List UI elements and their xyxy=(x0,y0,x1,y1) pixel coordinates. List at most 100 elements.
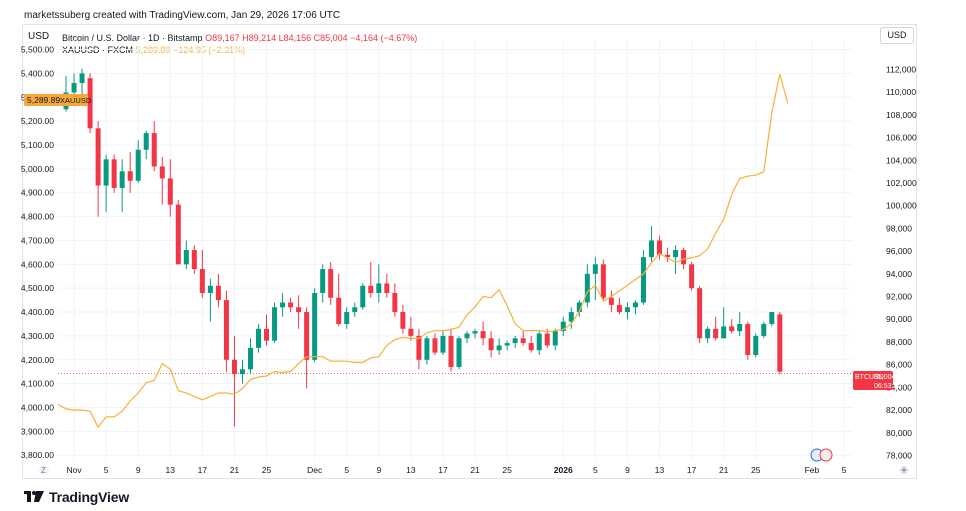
right-axis-tick-label: 90,000 xyxy=(886,314,912,324)
candle xyxy=(496,338,502,355)
tradingview-logo: TradingView xyxy=(24,489,129,505)
candle xyxy=(456,335,462,370)
x-axis-tick-label: Feb xyxy=(805,465,820,475)
candle-body xyxy=(376,283,382,293)
candle xyxy=(408,316,414,341)
right-axis-tick-label: 82,000 xyxy=(886,405,912,415)
x-axis-tick-label: 5 xyxy=(344,465,349,475)
candle-body xyxy=(632,302,638,308)
candle-body xyxy=(296,307,302,313)
candle xyxy=(608,290,614,313)
x-axis-tick-label: 17 xyxy=(438,465,448,475)
right-axis-tick-label: 78,000 xyxy=(886,450,912,460)
tradingview-logo-icon xyxy=(24,491,44,502)
x-axis-tick-label: Dec xyxy=(307,465,323,475)
candle xyxy=(729,319,735,334)
candle xyxy=(143,130,149,160)
candle-body xyxy=(512,338,518,344)
candle-body xyxy=(408,328,414,336)
x-axis-tick-label: 17 xyxy=(687,465,697,475)
candle xyxy=(616,297,622,315)
candle xyxy=(328,261,334,305)
right-axis: 78,000 80,000 82,000 84,000 86,000 88,000 90,0… xyxy=(886,65,917,461)
candle-body xyxy=(223,300,229,360)
legend-btc-ohlc: O89,167 H89,214 L84,156 C85,004 −4,164 (… xyxy=(205,33,418,43)
left-axis-tick-label: 4,400.00 xyxy=(21,307,54,317)
btc-line xyxy=(57,73,789,429)
left-axis-tick-label: 4,000.00 xyxy=(21,403,54,413)
candle xyxy=(247,338,253,375)
candle xyxy=(135,140,141,184)
gold-price-tag-bg xyxy=(24,94,88,106)
candle xyxy=(416,328,422,370)
candle xyxy=(440,331,446,355)
candle xyxy=(352,302,358,317)
candle-body xyxy=(648,240,654,258)
candle-body xyxy=(304,312,310,360)
us-flag-event-icon[interactable] xyxy=(819,448,833,462)
candle xyxy=(63,75,69,112)
axis-settings-icon[interactable] xyxy=(899,465,909,475)
candle-body xyxy=(312,292,318,360)
candle-body xyxy=(689,264,695,289)
candle xyxy=(360,283,366,310)
x-axis-tick-label: 13 xyxy=(406,465,416,475)
x-axis-tick-label: 5 xyxy=(842,465,847,475)
candle-body xyxy=(673,250,679,258)
candle-body xyxy=(416,335,422,360)
right-axis-tick-label: 84,000 xyxy=(886,382,912,392)
x-axis-tick-label: 5 xyxy=(593,465,598,475)
candle xyxy=(151,121,157,172)
candle xyxy=(673,245,679,274)
candle-body xyxy=(568,312,574,322)
candle-body xyxy=(159,166,165,179)
candle-body xyxy=(745,323,751,355)
x-axis-tick-label: 21 xyxy=(719,465,729,475)
candle xyxy=(681,247,687,270)
candle-body xyxy=(424,338,430,360)
candle xyxy=(264,314,270,346)
timezone-settings-icon[interactable]: Z xyxy=(39,465,49,475)
candle-body xyxy=(183,250,189,265)
x-axis: Nov 5 9 13 17 21 25 Dec 5 9 13 17 21 25 2026 5 9 13 17 21 25… xyxy=(66,465,846,475)
candle-body xyxy=(175,204,181,265)
x-axis-tick-label: 5 xyxy=(104,465,109,475)
candle xyxy=(512,335,518,348)
candle-body xyxy=(520,338,526,344)
candle-body xyxy=(400,312,406,329)
right-axis-tick-label: 94,000 xyxy=(886,269,912,279)
candle-body xyxy=(448,335,454,367)
candle-body xyxy=(384,283,390,293)
candle-body xyxy=(199,269,205,293)
candle-body xyxy=(239,369,245,375)
candle-body xyxy=(71,82,77,93)
candle-body xyxy=(119,171,125,188)
btc-price-tag: BTCUSD 85,004 06:53:52 xyxy=(853,371,901,390)
x-axis-tick-label: 25 xyxy=(751,465,761,475)
candle-body xyxy=(264,328,270,341)
candle-body xyxy=(737,323,743,332)
btc-price-tag-value: 85,004 xyxy=(874,374,896,381)
candle-body xyxy=(127,171,133,181)
left-axis-tick-label: 5,500.00 xyxy=(21,45,54,55)
candle xyxy=(560,316,566,336)
candle xyxy=(761,321,767,339)
candle xyxy=(79,68,85,98)
candle-body xyxy=(231,359,237,375)
gold-price-tag-value: 5,289.89 xyxy=(27,95,60,105)
event-icons[interactable] xyxy=(810,448,833,462)
candle xyxy=(103,154,109,212)
candle xyxy=(384,273,390,298)
left-axis-tick-label: 5,400.00 xyxy=(21,68,54,78)
candle-body xyxy=(624,307,630,313)
candle-body xyxy=(761,323,767,336)
chart-frame xyxy=(22,24,917,479)
x-axis-tick-label: 25 xyxy=(502,465,512,475)
right-currency-button[interactable]: USD xyxy=(880,27,914,44)
candle xyxy=(640,250,646,305)
candle xyxy=(304,307,310,389)
candle xyxy=(480,321,486,346)
candle xyxy=(239,359,245,384)
x-axis-tick-label: 9 xyxy=(376,465,381,475)
